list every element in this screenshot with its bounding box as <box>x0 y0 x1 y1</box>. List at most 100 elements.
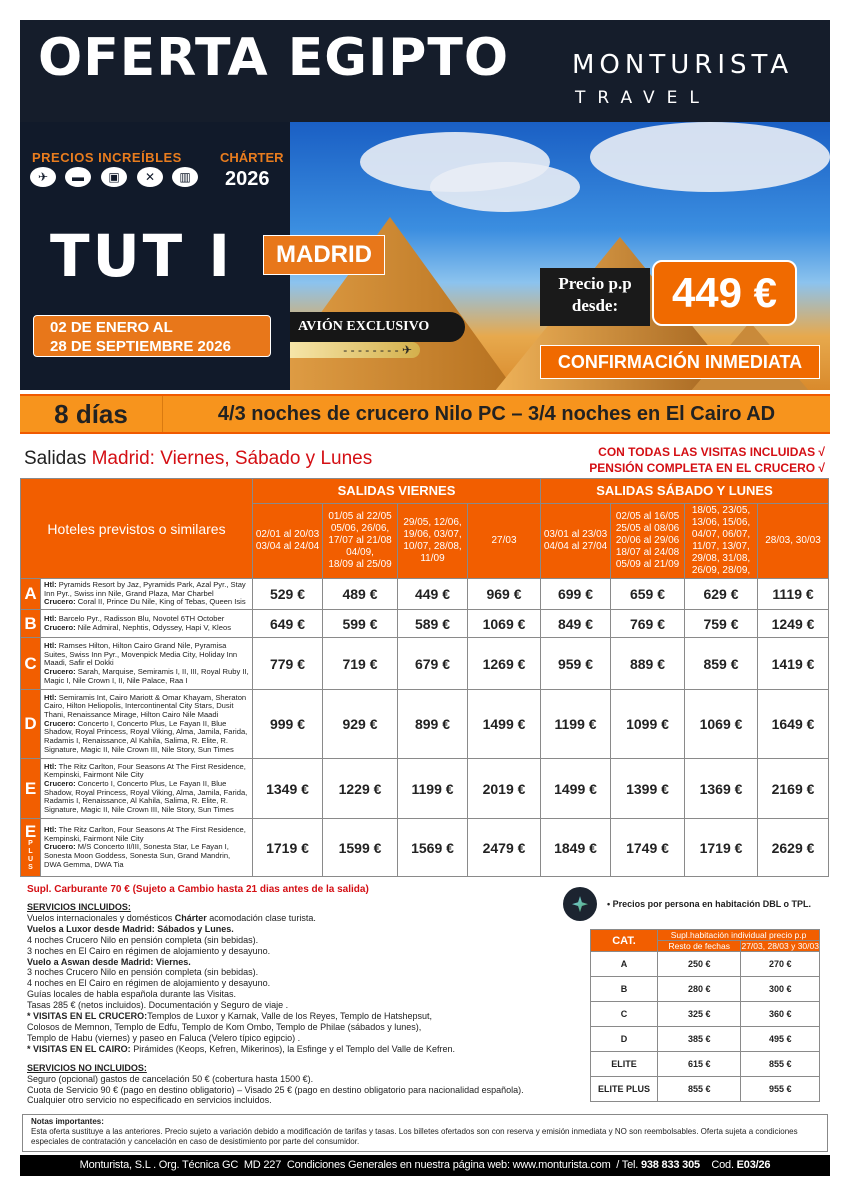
date-column-header: 02/05 al 16/05 25/05 al 08/06 20/06 al 2… <box>610 503 686 579</box>
confirm-badge: CONFIRMACIÓN INMEDIATA <box>540 345 820 379</box>
item-text: Pirámides (Keops, Kefren, Mikerinos), la… <box>130 1043 456 1054</box>
price-cell: 1719 € <box>684 818 759 878</box>
cruise-list: M/S Concerto II/III, Sonesta Star, Le Fa… <box>44 842 231 869</box>
item-bold: Vuelos a Luxor desde Madrid: Sábados y L… <box>27 923 234 934</box>
fuel-surcharge: Supl. Carburante 70 € (Sujeto a Cambio h… <box>27 884 369 896</box>
item-bold: * VISITAS EN EL CRUCERO: <box>27 1011 148 1022</box>
price-cell: 1499 € <box>467 689 542 760</box>
item-bold: Chárter <box>174 912 207 923</box>
included-item: 4 noches en El Cairo en régimen de aloja… <box>27 978 555 989</box>
not-included-item: Cualquier otro servicio no especificado … <box>27 1095 272 1106</box>
price-cell: 1099 € <box>610 689 686 760</box>
price-cell: 1369 € <box>684 758 759 820</box>
category-letter: E PLUS <box>20 818 41 878</box>
supplement-row: D 385 €495 € <box>589 1026 820 1053</box>
crucero-label: Crucero: <box>44 622 76 632</box>
category-letter: E <box>20 758 41 820</box>
htl-label: Htl: <box>44 761 57 771</box>
htl-label: Htl: <box>44 580 57 589</box>
logo: MONTURISTA <box>572 50 794 80</box>
col-special: 27/03, 28/03 y 30/03 <box>740 940 820 953</box>
price-note: • Precios por persona en habitación DBL … <box>607 899 812 910</box>
important-notes: Notas importantes: Esta oferta sustituye … <box>22 1114 828 1153</box>
price-cell: 959 € <box>540 637 612 691</box>
plane-icon: - - - - - - - - ✈ <box>290 342 420 358</box>
item-text: 3 noches en El Cairo en régimen de aloja… <box>27 945 271 956</box>
price-cell: 1349 € <box>252 758 324 820</box>
page-title: OFERTA EGIPTO <box>38 28 510 88</box>
price-cell: 1749 € <box>610 818 686 878</box>
brand-star-icon <box>563 887 597 922</box>
item-text: 4 noches en El Cairo en régimen de aloja… <box>27 978 271 989</box>
price-cell: 1069 € <box>684 689 759 760</box>
supplement-price: 270 € <box>740 951 820 978</box>
price-cell: 2019 € <box>467 758 542 820</box>
price-cell: 1599 € <box>322 818 399 878</box>
date-column-header: 03/01 al 23/03 04/04 al 27/04 <box>540 503 612 579</box>
services-section: Supl. Carburante 70 € (Sujeto a Cambio h… <box>20 884 555 1106</box>
price-cell: 1229 € <box>322 758 399 820</box>
price-cell: 1199 € <box>397 758 469 820</box>
header-bar <box>20 20 830 122</box>
supplement-category: D <box>589 1026 659 1053</box>
dates-badge: 02 DE ENERO AL 28 DE SEPTIEMBRE 2026 <box>33 315 271 357</box>
supplement-category: A <box>589 951 659 978</box>
hotel-description: Htl: Ramses Hilton, Hilton Cairo Grand N… <box>39 637 254 691</box>
hotels-list: The Ritz Carlton, Four Seasons At The Fi… <box>44 761 246 780</box>
included-title: SERVICIOS INCLUIDOS: <box>27 902 131 913</box>
price-cell: 1199 € <box>540 689 612 760</box>
table-row: C Htl: Ramses Hilton, Hilton Cairo Grand … <box>20 637 830 691</box>
hotel-description: Htl: The Ritz Carlton, Four Seasons At T… <box>39 818 254 878</box>
supplement-category: ELITE <box>589 1051 659 1078</box>
category-letter: C <box>20 637 41 691</box>
price-cell: 759 € <box>684 609 759 639</box>
notes-text: Esta oferta sustituye a las anteriores. … <box>31 1127 798 1147</box>
price-cell: 1269 € <box>467 637 542 691</box>
footer: Monturista, S.L . Org. Técnica GC MD 227… <box>20 1155 830 1177</box>
supplement-price: 360 € <box>740 1001 820 1028</box>
program-name: TUT I <box>50 222 233 290</box>
included-item: 4 noches Crucero Nilo en pensión complet… <box>27 935 555 946</box>
highlight-2: PENSIÓN COMPLETA EN EL CRUCERO √ <box>589 461 825 475</box>
cruise-list: Coral II, Prince Du Nile, King of Tebas,… <box>77 597 246 607</box>
cruise-list: Concerto I, Concerto Plus, Le Fayan II, … <box>44 778 248 815</box>
charter-label: CHÁRTER <box>220 150 284 165</box>
table-row: D Htl: Semiramis Int, Cairo Mariott & Oma… <box>20 689 830 760</box>
supplement-price: 855 € <box>657 1076 742 1103</box>
included-item: Tasas 285 € (netos incluidos). Documenta… <box>27 1000 555 1011</box>
included-item: Vuelo a Aswan desde Madrid: Viernes. <box>27 957 555 968</box>
price-table: Hoteles previstos o similares SALIDAS VIE… <box>19 478 830 878</box>
category-letter: D <box>20 689 41 760</box>
luggage-icon: ▥ <box>172 167 198 187</box>
included-item: 3 noches Crucero Nilo en pensión complet… <box>27 967 555 978</box>
date-column-header: 01/05 al 22/05 05/06, 26/06, 17/07 al 21… <box>322 503 399 579</box>
supplement-price: 955 € <box>740 1076 820 1103</box>
cruise-list: Sarah, Marquise, Semiramis I, II, III, R… <box>44 666 249 685</box>
crucero-label: Crucero: <box>44 718 76 728</box>
supplement-row: ELITE 615 €855 € <box>589 1051 820 1078</box>
hotels-list: Pyramids Resort by Jaz, Pyramids Park, A… <box>44 580 246 598</box>
table-row: B Htl: Barcelo Pyr., Radisson Blu, Novote… <box>20 609 830 639</box>
hotels-header: Hoteles previstos o similares <box>19 478 254 579</box>
price-label-2: desde: <box>571 296 619 315</box>
date-column-header: 02/01 al 20/03 03/04 al 24/04 <box>252 503 324 579</box>
price-cell: 449 € <box>397 577 469 611</box>
table-row: A Htl: Pyramids Resort by Jaz, Pyramids P… <box>20 577 830 611</box>
price-cell: 929 € <box>322 689 399 760</box>
price-cell: 969 € <box>467 577 542 611</box>
supplement-row: A 250 €270 € <box>589 951 820 978</box>
departures-prefix: Salidas <box>24 448 87 469</box>
supplement-row: ELITE PLUS 855 €955 € <box>589 1076 820 1103</box>
footer-cod-label: Cod. <box>699 1159 737 1172</box>
supplement-price: 325 € <box>657 1001 742 1028</box>
price-cell: 489 € <box>322 577 399 611</box>
city-badge: MADRID <box>263 235 385 275</box>
price-cell: 779 € <box>252 637 324 691</box>
item-text: Guías locales de habla española durante … <box>27 989 236 1000</box>
included-item: Vuelos internacionales y domésticos Chár… <box>27 913 555 924</box>
col-resto: Resto de fechas <box>657 940 742 953</box>
price-cell: 679 € <box>397 637 469 691</box>
supplement-category: ELITE PLUS <box>589 1076 659 1103</box>
group-sabado-lunes: SALIDAS SÁBADO Y LUNES <box>540 478 830 504</box>
supplement-row: B 280 €300 € <box>589 976 820 1003</box>
